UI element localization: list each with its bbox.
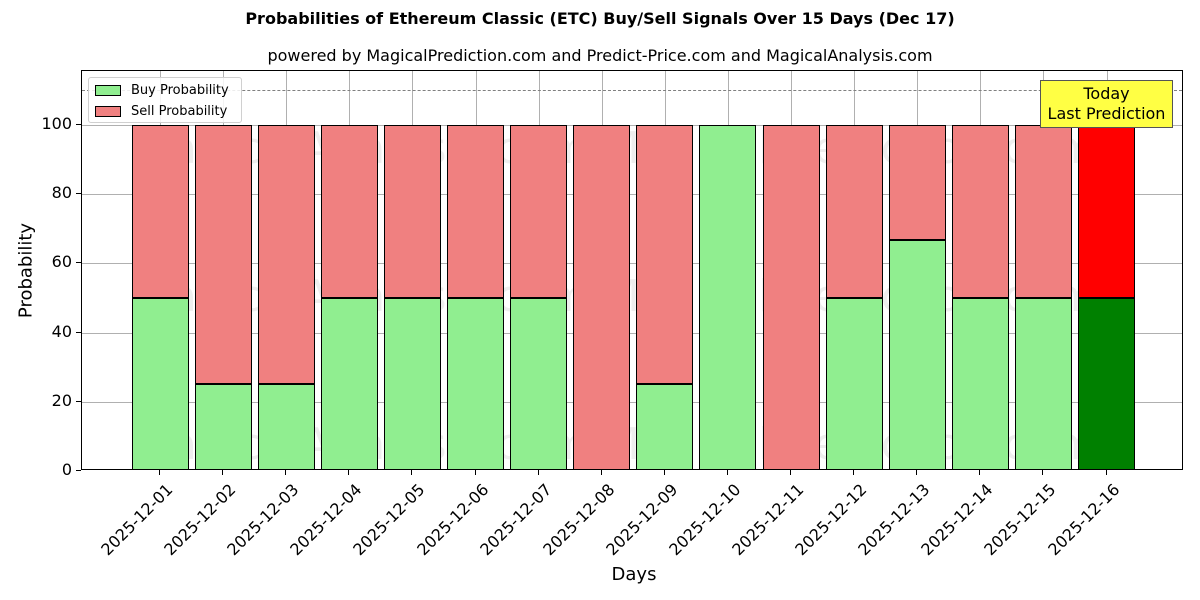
bar-buy	[383, 297, 441, 469]
legend-buy-label: Buy Probability	[131, 82, 229, 98]
y-tick-label: 0	[61, 460, 72, 479]
y-tick-label: 20	[51, 390, 72, 410]
y-axis-label: Probability	[15, 222, 37, 319]
bar-buy	[888, 240, 946, 469]
x-tick-mark	[979, 470, 981, 475]
x-tick-mark	[474, 470, 476, 475]
chart-subtitle: powered by MagicalPrediction.com and Pre…	[267, 46, 933, 65]
x-tick-mark	[537, 470, 539, 475]
plot-area: MagicalAnalysis.comMagicalPrediction.com…	[81, 70, 1183, 470]
y-tick-mark	[76, 331, 81, 333]
y-tick-label: 80	[51, 183, 72, 203]
legend-sell-label: Sell Probability	[131, 103, 228, 119]
y-tick-mark	[76, 193, 81, 195]
x-tick-mark	[285, 470, 287, 475]
x-tick-mark	[159, 470, 160, 475]
buy-swatch-icon	[95, 84, 121, 96]
y-tick-mark	[76, 262, 81, 264]
legend-item-sell: Sell Probability	[95, 103, 227, 119]
bar-buy	[1014, 297, 1072, 469]
bar-buy	[636, 384, 694, 469]
x-tick-mark	[600, 470, 602, 475]
bar-sell	[1014, 124, 1072, 298]
bar-buy	[320, 297, 378, 469]
x-tick-mark	[916, 470, 918, 475]
x-axis-label: Days	[611, 564, 657, 585]
bar-sell	[951, 124, 1009, 298]
gridline-horizontal	[82, 124, 1182, 126]
bar-buy	[447, 297, 504, 469]
sell-swatch-icon	[95, 105, 121, 117]
y-tick-mark	[76, 470, 81, 471]
x-tick-mark	[663, 470, 665, 475]
bar-buy	[699, 124, 757, 469]
bar-buy	[131, 297, 189, 469]
bar-sell	[510, 124, 568, 298]
bar-buy	[825, 297, 883, 469]
legend: Buy Probability Sell Probability	[88, 77, 242, 123]
y-tick-label: 40	[51, 321, 72, 341]
bar-sell	[320, 124, 378, 298]
x-tick-mark	[411, 470, 413, 475]
y-tick-mark	[76, 123, 81, 125]
bar-buy	[1078, 297, 1135, 469]
bar-buy	[257, 384, 315, 469]
bar-buy	[510, 297, 568, 469]
bar-sell	[762, 124, 820, 469]
bar-buy	[194, 384, 252, 469]
bar-sell	[257, 124, 315, 385]
x-tick-mark	[790, 470, 791, 475]
bar-sell	[194, 124, 252, 385]
gridline-horizontal	[82, 194, 1182, 196]
bar-sell	[825, 124, 883, 298]
x-tick-mark	[853, 470, 855, 475]
bar-sell	[573, 124, 631, 469]
y-tick-mark	[76, 400, 81, 402]
x-tick-mark	[726, 470, 728, 475]
bar-sell	[447, 124, 504, 298]
x-tick-mark	[1042, 470, 1044, 475]
gridline-horizontal	[82, 401, 1182, 403]
bar-sell	[636, 124, 694, 385]
annotation-line-2: Last Prediction	[1047, 104, 1166, 123]
legend-item-buy: Buy Probability	[95, 82, 229, 98]
bar-sell	[1078, 124, 1135, 298]
gridline-horizontal	[82, 332, 1182, 334]
gridline-horizontal	[82, 263, 1182, 265]
bar-sell	[383, 124, 441, 298]
x-tick-mark	[222, 470, 224, 475]
y-tick-label: 100	[41, 113, 72, 133]
today-annotation: Today Last Prediction	[1040, 80, 1173, 128]
bar-sell	[131, 124, 189, 298]
reference-line	[82, 90, 1182, 92]
bar-buy	[951, 297, 1009, 469]
y-tick-label: 60	[51, 252, 72, 272]
x-tick-mark	[348, 470, 350, 475]
annotation-line-1: Today	[1083, 84, 1130, 103]
x-tick-mark	[1105, 470, 1107, 475]
chart-title: Probabilities of Ethereum Classic (ETC) …	[245, 9, 955, 28]
bar-sell	[888, 124, 946, 241]
